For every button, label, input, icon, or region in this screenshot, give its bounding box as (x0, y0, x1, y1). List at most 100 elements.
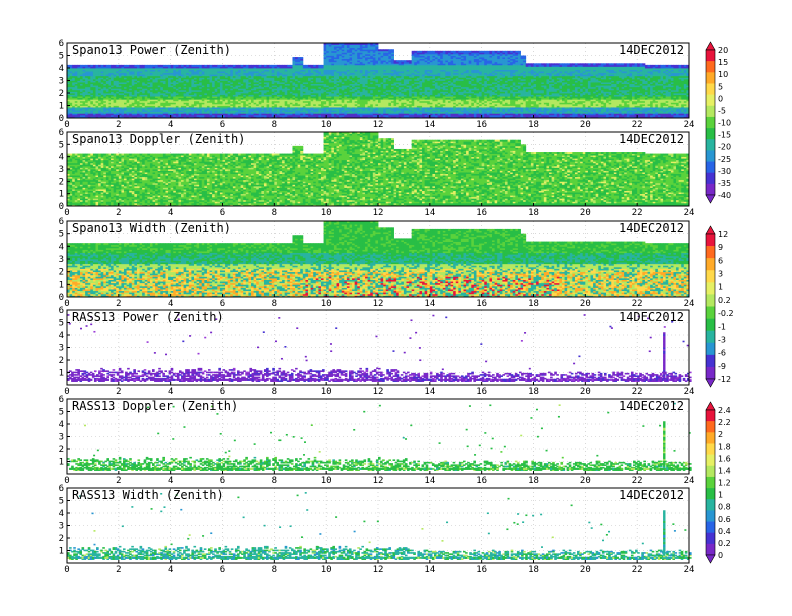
heatmap-cell (191, 65, 194, 67)
heatmap-cell (83, 65, 86, 67)
heatmap-cell (383, 49, 386, 51)
heatmap-cell (285, 65, 288, 67)
heatmap-cell (407, 60, 410, 62)
heatmap-cell (207, 65, 210, 67)
heatmap-cell (409, 60, 412, 62)
heatmap-cell (264, 65, 267, 67)
heatmap-cell (137, 65, 140, 67)
heatmap-cell (88, 65, 91, 67)
heatmap-cell (114, 65, 117, 67)
heatmap-cell (321, 65, 324, 67)
heatmap-cell (124, 65, 127, 67)
heatmap-cell (75, 65, 78, 67)
heatmap-cell (176, 65, 179, 67)
heatmap-cell (202, 65, 205, 67)
heatmap-cell (153, 65, 156, 67)
heatmap-cell (158, 65, 161, 67)
heatmap-cell (298, 57, 301, 59)
heatmap-cell (116, 65, 119, 67)
heatmap-cell (165, 65, 168, 67)
heatmap-cell (256, 65, 259, 67)
heatmap-cell (269, 65, 272, 67)
heatmap-cell (106, 65, 109, 67)
heatmap-cell (233, 65, 236, 67)
heatmap-cell (308, 65, 311, 67)
heatmap-cell (318, 65, 321, 67)
heatmap-cell (204, 65, 207, 67)
heatmap-cell (80, 65, 83, 67)
heatmap-cell (261, 65, 264, 67)
heatmap-cell (210, 65, 213, 67)
heatmap-cell (295, 57, 298, 59)
heatmap-cell (93, 65, 96, 67)
heatmap-cell (178, 65, 181, 67)
heatmap-cell (223, 65, 226, 67)
heatmap-cell (197, 65, 200, 67)
heatmap-cell (134, 65, 137, 67)
heatmap-cell (248, 65, 251, 67)
heatmap-cell (401, 60, 404, 62)
heatmap-cell (189, 65, 192, 67)
heatmap-cell (388, 49, 391, 51)
heatmap-cell (228, 65, 231, 67)
heatmap-cell (181, 65, 184, 67)
heatmap-cell (238, 65, 241, 67)
heatmap-cell (85, 65, 88, 67)
heatmap-cell (72, 65, 75, 67)
heatmap-cell (272, 65, 275, 67)
heatmap-cell (119, 65, 122, 67)
heatmap-cell (103, 65, 106, 67)
heatmap-cell (243, 65, 246, 67)
heatmap-cell (199, 65, 202, 67)
heatmap-cell (121, 65, 124, 67)
heatmap-cell (186, 65, 189, 67)
heatmap-cell (386, 49, 389, 51)
heatmap-cell (287, 65, 290, 67)
heatmap-cell (313, 65, 316, 67)
heatmap-cell (160, 65, 163, 67)
heatmap-cell (292, 57, 295, 59)
heatmap-cell (111, 65, 114, 67)
heatmap-cell (282, 65, 285, 67)
heatmap-cell (267, 65, 270, 67)
heatmap-cell (90, 65, 93, 67)
heatmap-cell (251, 65, 254, 67)
heatmap-cell (303, 65, 306, 67)
heatmap-cell (277, 65, 280, 67)
heatmap-cell (215, 65, 218, 67)
heatmap-cell (274, 65, 277, 67)
heatmap-cell (171, 65, 174, 67)
heatmap-cell (96, 65, 99, 67)
heatmap-cell (127, 65, 130, 67)
heatmap-cell (155, 65, 158, 67)
heatmap-cell (217, 65, 220, 67)
heatmap-cell (168, 65, 171, 67)
heatmap-cell (378, 49, 381, 51)
heatmap-cell (305, 65, 308, 67)
heatmap-cell (173, 65, 176, 67)
heatmap-cell (404, 60, 407, 62)
heatmap-cell (280, 65, 283, 67)
heatmap-cell (194, 65, 197, 67)
heatmap-cell (394, 60, 397, 62)
heatmap-cell (132, 65, 135, 67)
heatmap-cell (230, 65, 233, 67)
heatmap-cell (147, 65, 150, 67)
heatmap-cell (311, 65, 314, 67)
heatmap-cell (140, 65, 143, 67)
heatmap-cell (98, 65, 101, 67)
heatmap-cell (300, 57, 303, 59)
heatmap-cell (235, 65, 238, 67)
heatmap-cell (108, 65, 111, 67)
heatmap-cell (142, 65, 145, 67)
heatmap-cell (290, 65, 293, 67)
heatmap-cell (77, 65, 80, 67)
heatmap-cell (70, 65, 73, 67)
heatmap-cell (101, 65, 104, 67)
heatmap-cell (150, 65, 153, 67)
heatmap-cell (381, 49, 384, 51)
heatmap-cell (396, 60, 399, 62)
